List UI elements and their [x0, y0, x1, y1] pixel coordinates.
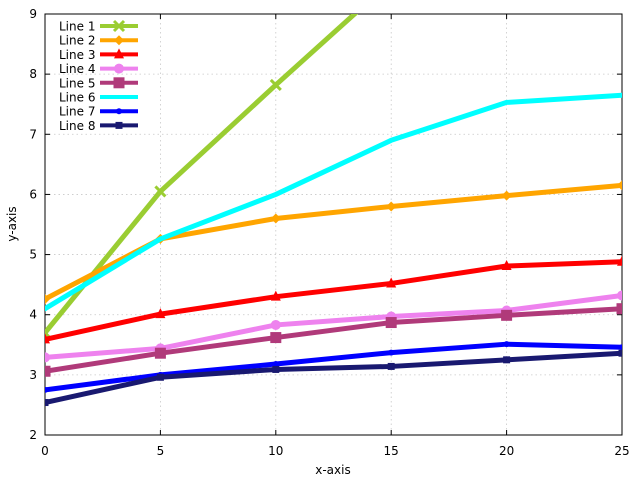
series-line [45, 182, 622, 302]
data-point [270, 332, 282, 344]
series-line [45, 350, 622, 406]
data-point [503, 356, 511, 364]
data-point [45, 294, 50, 305]
x-tick-label: 0 [41, 444, 49, 458]
data-point [501, 259, 512, 270]
legend-entry: Line 6 [59, 91, 138, 105]
y-tick-label: 2 [29, 428, 37, 442]
legend-marker [113, 77, 125, 89]
x-tick-label: 25 [614, 444, 629, 458]
data-point [272, 361, 279, 368]
series-line [45, 341, 622, 393]
legend-marker [112, 19, 126, 33]
legend-marker [116, 108, 122, 115]
legend-marker [114, 48, 124, 59]
data-point [155, 308, 166, 319]
series-3 [45, 255, 622, 344]
data-point [386, 201, 397, 212]
series-line [45, 92, 622, 312]
legend-entry: Line 8 [59, 119, 138, 133]
data-point [45, 386, 48, 393]
series-line [45, 259, 622, 342]
series-8 [45, 349, 622, 407]
series-2 [45, 180, 622, 305]
data-point [503, 341, 510, 348]
legend-label: Line 4 [59, 62, 95, 76]
data-point [619, 344, 622, 351]
data-point [270, 319, 281, 330]
data-point [388, 349, 395, 356]
series-line [45, 292, 622, 360]
series-5 [45, 303, 622, 377]
legend-entry: Line 3 [59, 48, 138, 62]
data-point [272, 365, 280, 373]
y-tick-label: 6 [29, 187, 37, 201]
y-tick-label: 5 [29, 248, 37, 262]
data-point [617, 255, 622, 266]
legend-label: Line 1 [59, 20, 95, 34]
data-point [156, 373, 164, 381]
data-point [386, 277, 397, 288]
legend-label: Line 5 [59, 76, 95, 90]
data-point [501, 309, 513, 321]
data-point [154, 185, 167, 198]
series-line [45, 306, 622, 374]
legend-label: Line 7 [59, 105, 95, 119]
legend-entry: Line 5 [59, 76, 138, 90]
data-point [387, 362, 395, 370]
data-point [270, 213, 281, 224]
y-tick-label: 3 [29, 368, 37, 382]
data-point [45, 365, 51, 377]
legend-marker [114, 63, 124, 74]
data-point [45, 333, 50, 344]
series-line [45, 14, 359, 336]
y-tick-label: 8 [29, 67, 37, 81]
data-point [270, 290, 281, 301]
series-6 [45, 92, 622, 312]
x-tick-label: 10 [268, 444, 283, 458]
data-point [385, 317, 397, 329]
x-axis-title: x-axis [315, 463, 350, 477]
y-axis-title: y-axis [5, 206, 19, 241]
legend-entry: Line 1 [59, 20, 138, 34]
y-tick-label: 9 [29, 7, 37, 21]
grid [45, 14, 622, 435]
data-point [616, 303, 622, 315]
legend-marker [114, 35, 124, 46]
legend-entry: Line 2 [59, 34, 138, 48]
x-tick-label: 15 [384, 444, 399, 458]
data-point [45, 399, 49, 407]
legend-label: Line 3 [59, 48, 95, 62]
x-tick-label: 5 [157, 444, 165, 458]
x-tick-label: 20 [499, 444, 514, 458]
data-point [154, 347, 166, 359]
data-point [617, 290, 622, 301]
legend-entry: Line 7 [59, 105, 138, 119]
series-4 [45, 290, 622, 363]
data-point [501, 190, 512, 201]
data-point [617, 180, 622, 191]
legend-label: Line 8 [59, 119, 95, 133]
legend-label: Line 2 [59, 34, 95, 48]
data-point [45, 352, 50, 363]
legend-label: Line 6 [59, 91, 95, 105]
series-layer [45, 14, 622, 407]
y-tick-label: 7 [29, 127, 37, 141]
data-point [618, 349, 622, 357]
legend-marker [115, 121, 123, 129]
axis-ticks: 0 5 10 15 20 25 2 3 4 5 6 7 8 9 [29, 7, 629, 458]
plot-frame [44, 13, 623, 436]
y-tick-label: 4 [29, 308, 37, 322]
data-point [269, 78, 282, 92]
legend-entry: Line 4 [59, 62, 138, 76]
